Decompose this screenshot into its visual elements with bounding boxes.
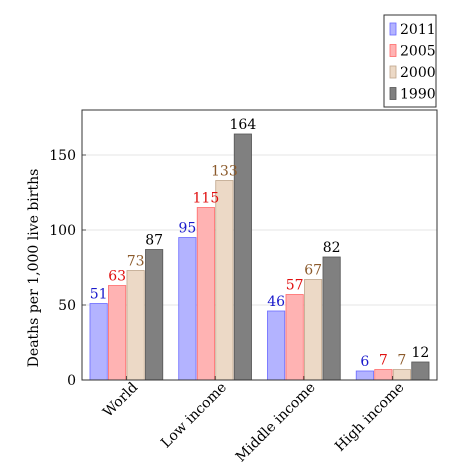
x-tick-label: Low income: [158, 380, 230, 452]
data-label: 51: [90, 287, 108, 303]
bar: [411, 361, 430, 381]
data-label: 63: [108, 269, 126, 285]
bar: [285, 294, 304, 381]
data-label: 133: [211, 164, 238, 180]
y-tick-label: 50: [58, 298, 76, 314]
y-tick-label: 150: [49, 148, 76, 164]
y-tick-label: 100: [49, 223, 76, 239]
x-tick-label: Middle income: [233, 380, 319, 466]
legend-label: 2011: [400, 22, 436, 38]
y-tick-label: 0: [67, 373, 76, 389]
bars: [89, 133, 430, 381]
data-label: 7: [397, 353, 406, 369]
bar: [145, 249, 164, 381]
data-label: 6: [360, 354, 369, 370]
data-label: 87: [145, 233, 163, 249]
data-label: 73: [127, 254, 145, 270]
data-label: 57: [286, 278, 304, 294]
bar: [392, 369, 411, 381]
bar: [89, 303, 108, 381]
legend: 2011 2005 2000 1990: [383, 14, 437, 108]
bar: [355, 370, 374, 381]
plot-frame: [81, 109, 438, 381]
bar: [304, 279, 323, 381]
data-label: 67: [304, 263, 322, 279]
legend-swatch: [389, 65, 397, 79]
x-tick-label: High income: [332, 380, 407, 455]
legend-swatch: [389, 44, 397, 57]
data-label: 7: [379, 353, 388, 369]
data-label: 164: [230, 117, 257, 133]
bar: [108, 285, 127, 381]
legend-swatch: [389, 87, 397, 100]
bar: [374, 369, 393, 381]
data-label: 82: [323, 240, 341, 256]
axes: [81, 109, 438, 381]
y-axis-label: Deaths per 1,000 live births: [26, 169, 42, 368]
bar: [215, 180, 234, 381]
legend-label: 2005: [400, 44, 436, 60]
bar: [126, 270, 145, 381]
x-tick-label: World: [100, 379, 141, 420]
data-label: 12: [411, 345, 429, 361]
legend-swatch: [389, 22, 397, 36]
bar: [178, 237, 197, 381]
data-label: 46: [267, 294, 285, 310]
bar: [196, 207, 215, 381]
data-label: 115: [193, 191, 220, 207]
bar: [322, 256, 341, 381]
data-label: 95: [178, 221, 196, 237]
bar: [267, 310, 286, 381]
legend-label: 1990: [400, 87, 436, 103]
legend-label: 2000: [400, 65, 436, 81]
